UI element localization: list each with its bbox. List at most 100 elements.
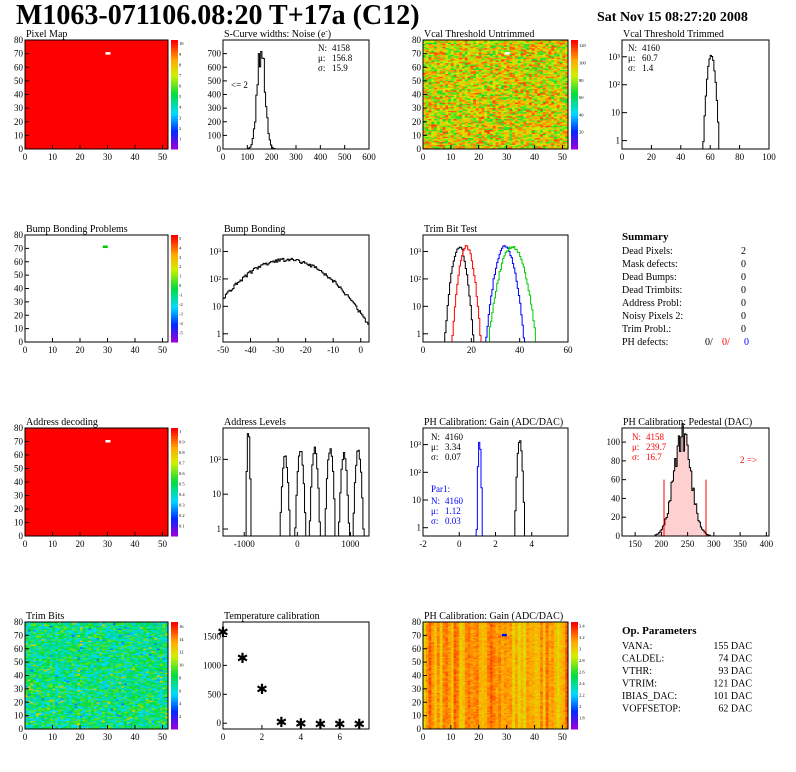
vcal-untrimmed-cell xyxy=(559,50,563,53)
vcal-untrimmed-cell xyxy=(523,142,527,144)
vcal-untrimmed-cell xyxy=(559,91,563,94)
vcal-untrimmed-cell xyxy=(445,125,449,128)
vcal-untrimmed-cell xyxy=(475,144,480,147)
vcal-untrimmed-cell xyxy=(467,67,471,70)
vcal-untrimmed-cell xyxy=(531,106,535,109)
vcal-untrimmed-cell xyxy=(526,63,530,65)
vcal-untrimmed-cell xyxy=(428,114,432,117)
vcal-untrimmed-cell xyxy=(503,98,508,101)
trim-bits-cell xyxy=(25,719,29,722)
pixel-map-colorbar-bin xyxy=(171,48,178,52)
vcal-untrimmed-cell xyxy=(484,83,488,86)
vcal-untrimmed-cell xyxy=(495,99,499,102)
noise-stat-value: 15.9 xyxy=(332,63,348,73)
vcal-untrimmed-cell xyxy=(481,117,485,120)
vcal-untrimmed-cell xyxy=(462,104,466,106)
vcal-untrimmed-cell xyxy=(445,97,449,99)
vcal-untrimmed-cell xyxy=(540,124,544,127)
vcal-untrimmed-cell xyxy=(512,53,516,56)
vcal-untrimmed-cell xyxy=(531,113,535,116)
vcal-untrimmed-cell xyxy=(436,87,441,90)
vcal-untrimmed-cell xyxy=(498,97,502,99)
vcal-untrimmed-cell xyxy=(464,90,469,93)
vcal-untrimmed-cell xyxy=(423,41,427,44)
vcal-untrimmed-cell xyxy=(545,78,549,80)
vcal-untrimmed-cell xyxy=(545,74,549,76)
vcal-untrimmed-cell xyxy=(456,44,460,46)
vcal-untrimmed-cell xyxy=(425,54,429,57)
vcal-untrimmed-cell xyxy=(456,50,460,53)
vcal-untrimmed-cell xyxy=(487,91,491,94)
vcal-untrimmed-cell xyxy=(448,117,452,120)
vcal-untrimmed-cell xyxy=(515,119,519,121)
vcal-untrimmed-cell xyxy=(559,105,563,108)
vcal-untrimmed-cell xyxy=(484,99,488,102)
vcal-untrimmed-cell xyxy=(512,99,516,102)
vcal-untrimmed-cell xyxy=(551,53,555,56)
vcal-untrimmed-cell xyxy=(517,76,521,79)
vcal-untrimmed-colorbar-bin xyxy=(571,64,578,68)
vcal-untrimmed-cell xyxy=(448,135,452,138)
vcal-untrimmed-cell xyxy=(562,74,566,76)
vcal-untrimmed-cell xyxy=(559,146,563,149)
vcal-untrimmed-cell xyxy=(537,113,541,116)
vcal-untrimmed-cell xyxy=(484,102,488,105)
vcal-untrimmed-cell xyxy=(556,61,561,64)
trim-bits-cell xyxy=(30,672,34,675)
vcal-untrimmed-cell xyxy=(475,74,480,76)
vcal-untrimmed-cell xyxy=(481,106,485,109)
vcal-untrimmed-cell xyxy=(423,124,427,127)
vcal-untrimmed-cell xyxy=(442,106,446,109)
vcal-untrimmed-cell xyxy=(548,49,552,52)
address-decoding-colorbar-label: 0.8 xyxy=(179,450,185,455)
vcal-untrimmed-cell xyxy=(554,84,558,87)
vcal-untrimmed-cell xyxy=(526,84,530,87)
vcal-untrimmed-cell xyxy=(548,56,552,59)
vcal-untrimmed-xtick-label: 50 xyxy=(558,152,568,162)
bump-problems-colorbar-bin xyxy=(171,312,178,316)
vcal-untrimmed-cell xyxy=(436,41,441,44)
vcal-untrimmed-cell xyxy=(548,69,552,72)
vcal-untrimmed-cell xyxy=(423,119,427,121)
vcal-untrimmed-cell xyxy=(548,76,552,79)
vcal-untrimmed-cell xyxy=(545,117,549,120)
vcal-untrimmed-cell xyxy=(470,105,474,108)
vcal-untrimmed-cell xyxy=(436,45,441,48)
vcal-untrimmed-cell xyxy=(562,123,566,125)
vcal-untrimmed-cell xyxy=(506,48,510,50)
vcal-untrimmed-cell xyxy=(425,102,429,105)
vcal-untrimmed-cell xyxy=(534,64,538,67)
vcal-untrimmed-cell xyxy=(478,125,482,128)
vcal-untrimmed-cell xyxy=(459,78,463,80)
vcal-untrimmed-cell xyxy=(436,76,441,79)
vcal-untrimmed-cell xyxy=(423,53,427,56)
vcal-untrimmed-cell xyxy=(442,87,446,90)
vcal-untrimmed-cell xyxy=(531,52,535,55)
vcal-untrimmed-cell xyxy=(556,89,561,91)
vcal-untrimmed-cell xyxy=(548,124,552,127)
vcal-untrimmed-cell xyxy=(475,124,480,127)
vcal-untrimmed-cell xyxy=(464,44,469,46)
vcal-untrimmed-cell xyxy=(528,45,533,48)
vcal-untrimmed-cell xyxy=(492,84,496,87)
vcal-untrimmed-cell xyxy=(436,46,441,49)
vcal-trimmed-stat-value: 4160 xyxy=(642,43,661,53)
vcal-untrimmed-cell xyxy=(462,128,466,131)
vcal-untrimmed-cell xyxy=(509,110,513,113)
vcal-untrimmed-cell xyxy=(481,146,485,149)
vcal-untrimmed-cell xyxy=(506,102,510,105)
vcal-untrimmed-cell xyxy=(484,50,488,53)
vcal-untrimmed-cell xyxy=(434,112,438,114)
vcal-untrimmed-cell xyxy=(523,60,527,63)
vcal-untrimmed-cell xyxy=(523,108,527,110)
vcal-untrimmed-cell xyxy=(540,50,544,53)
vcal-untrimmed-cell xyxy=(528,48,533,50)
vcal-untrimmed-cell xyxy=(515,143,519,146)
vcal-untrimmed-cell xyxy=(442,95,446,98)
address-decoding-colorbar-bin xyxy=(171,495,178,499)
vcal-untrimmed-cell xyxy=(462,105,466,108)
vcal-untrimmed-cell xyxy=(439,71,443,74)
vcal-untrimmed-cell xyxy=(548,75,552,78)
vcal-untrimmed-cell xyxy=(456,135,460,138)
vcal-untrimmed-cell xyxy=(450,87,455,90)
